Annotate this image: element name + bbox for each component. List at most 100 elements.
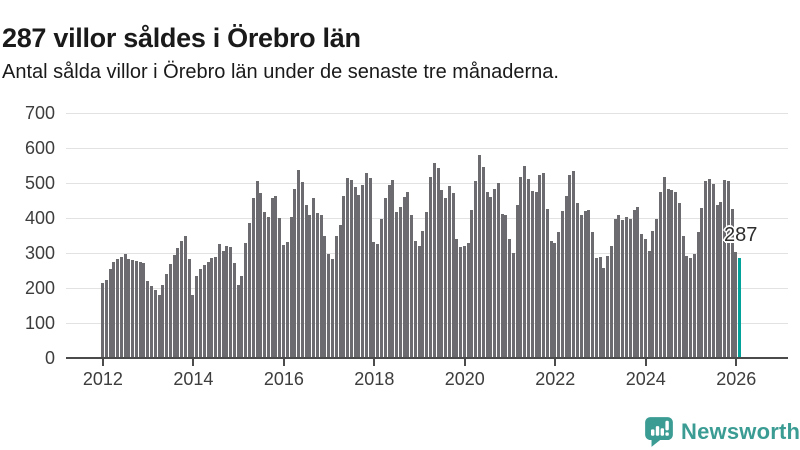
bar [662, 177, 666, 358]
bar [511, 253, 515, 358]
bar [176, 247, 180, 358]
bar [263, 212, 267, 358]
bar [583, 211, 587, 358]
bar [515, 205, 519, 358]
bar [225, 246, 229, 358]
bar [478, 155, 481, 358]
x-axis-label: 2020 [444, 369, 485, 389]
value-annotation: 287 [724, 224, 758, 246]
bar [428, 177, 432, 358]
y-axis-label: 500 [24, 173, 55, 193]
bar [112, 262, 116, 358]
bar [221, 250, 225, 358]
bar [199, 269, 203, 358]
bar [210, 257, 214, 358]
bar [413, 240, 417, 358]
bar [214, 256, 218, 358]
bar [240, 276, 244, 358]
bar [504, 215, 508, 358]
bar [398, 206, 402, 358]
bar [376, 243, 380, 358]
plot-area [66, 113, 788, 358]
x-axis-tick [554, 359, 557, 366]
bar [658, 191, 662, 358]
bar [327, 254, 331, 358]
x-axis-tick [735, 359, 738, 366]
bar [146, 281, 150, 358]
bar [432, 162, 436, 358]
bar [711, 184, 715, 358]
y-axis-label: 400 [24, 208, 55, 228]
bar [726, 181, 730, 358]
bar [489, 196, 493, 358]
bar [217, 243, 221, 358]
bar [723, 179, 727, 358]
bar [530, 191, 534, 358]
bar [568, 175, 572, 358]
bar [636, 206, 640, 358]
bar [266, 216, 270, 358]
bar [108, 269, 112, 358]
bar [259, 193, 263, 358]
bar [692, 254, 696, 358]
bar [165, 274, 169, 358]
bar [493, 188, 497, 358]
bar [715, 205, 719, 358]
bar [319, 215, 323, 358]
bar [180, 240, 184, 358]
bar [281, 244, 285, 358]
bar [364, 172, 368, 358]
bar [700, 207, 704, 358]
y-axis-label: 300 [24, 243, 55, 263]
bar [564, 195, 568, 358]
bar [481, 167, 485, 358]
bar [576, 203, 580, 358]
bar [643, 239, 647, 358]
bar [334, 235, 338, 358]
bar [134, 261, 138, 358]
bar [300, 181, 304, 358]
x-axis-label: 2024 [625, 369, 666, 389]
bar [251, 198, 255, 358]
bar [138, 262, 142, 358]
bar [248, 222, 252, 358]
bar [689, 257, 693, 358]
x-axis-tick [644, 359, 647, 366]
bar [628, 218, 632, 358]
bar [153, 290, 157, 358]
page-subtitle: Antal sålda villor i Örebro län under de… [2, 61, 559, 83]
bar [274, 195, 278, 358]
bar [187, 258, 191, 358]
bar [538, 175, 542, 358]
newsworthy-logo: Newsworthy [644, 416, 800, 448]
bar [674, 191, 678, 358]
bar [621, 220, 625, 358]
bar [289, 216, 293, 358]
bar [500, 214, 504, 358]
bar [591, 232, 595, 358]
bar [542, 173, 546, 358]
bar [549, 240, 553, 358]
bar [421, 230, 425, 358]
bar [232, 262, 236, 358]
page-title: 287 villor såldes i Örebro län [2, 23, 361, 54]
bar [361, 184, 365, 358]
bar [485, 191, 489, 358]
bar [632, 210, 636, 358]
bar [647, 250, 651, 358]
bar [372, 241, 376, 358]
bar [116, 259, 120, 358]
x-axis-label: 2022 [535, 369, 576, 389]
x-axis-label: 2016 [263, 369, 304, 389]
bar [368, 177, 372, 358]
bar [270, 198, 274, 358]
bar [304, 205, 308, 358]
bar [323, 235, 327, 358]
bar [696, 232, 700, 358]
bar [466, 242, 470, 358]
x-axis-tick [463, 359, 466, 366]
x-axis-tick [373, 359, 376, 366]
bar [383, 198, 387, 358]
newsworthy-logo-text: Newsworthy [681, 419, 800, 444]
